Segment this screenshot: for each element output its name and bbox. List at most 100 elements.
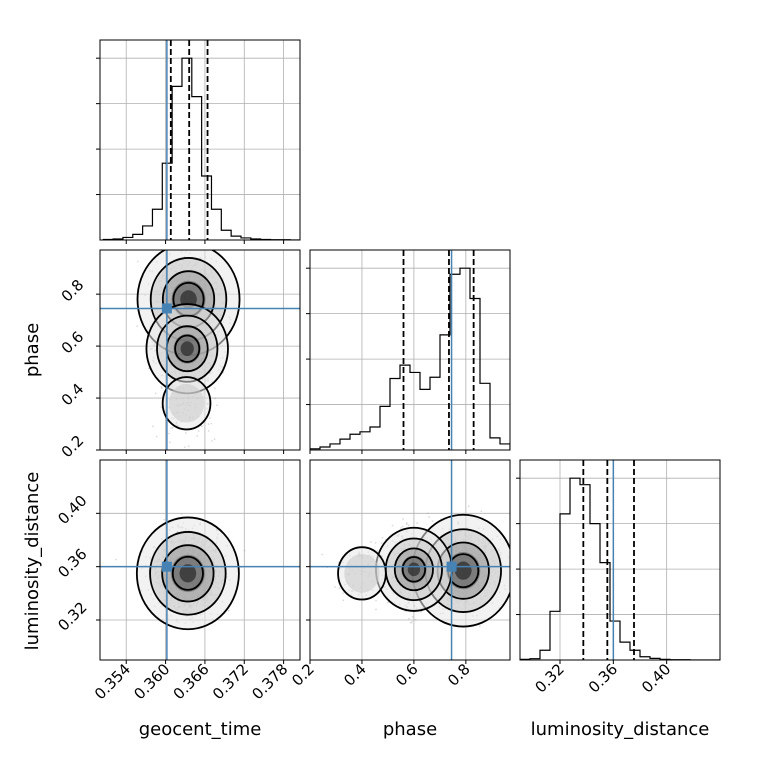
scatter-point	[183, 446, 186, 449]
scatter-point	[136, 325, 139, 328]
scatter-point	[401, 525, 404, 528]
density-blob-2-1	[344, 553, 380, 593]
scatter-point	[152, 425, 154, 428]
scatter-point	[338, 587, 341, 590]
scatter-point	[381, 536, 384, 539]
scatter-point	[411, 616, 414, 618]
scatter-point	[136, 260, 139, 263]
density-blob-0-4	[179, 564, 197, 583]
y-axis-label-phase: phase	[22, 323, 43, 377]
scatter-point	[210, 422, 213, 425]
density-blob-0-4	[454, 561, 472, 580]
scatter-point	[180, 512, 183, 515]
panel-inner-phase-luminosity_distance	[310, 460, 510, 660]
hist-panel-geocent_time	[96, 39, 301, 244]
scatter-point	[478, 625, 481, 628]
scatter-point	[170, 427, 173, 430]
y-axis-label-luminosity-distance: luminosity_distance	[22, 472, 43, 651]
scatter-point	[187, 445, 190, 448]
scatter-point	[197, 430, 200, 432]
hist-panel-luminosity_distance	[516, 459, 721, 664]
hist-frame-geocent_time	[99, 39, 301, 241]
hist-frame-phase	[309, 249, 511, 451]
scatter-point	[342, 592, 344, 595]
scatter-point	[210, 440, 213, 442]
density-blob-2-1	[168, 383, 205, 423]
scatter-point	[428, 516, 431, 518]
scatter-point	[207, 423, 210, 425]
x-axis-label-luminosity-distance: luminosity_distance	[531, 719, 710, 740]
contour-line-2-0	[161, 376, 212, 431]
density-blob-1-4	[180, 341, 194, 356]
scatter-point	[214, 387, 216, 390]
scatter-point	[405, 523, 408, 526]
scatter-point	[375, 608, 377, 611]
scatter-point	[370, 541, 372, 543]
scatter-point	[168, 441, 171, 444]
contour-line-0-0	[135, 516, 240, 631]
truth-marker-phase-luminosity_distance	[446, 561, 457, 572]
scatter-point	[163, 518, 166, 521]
contour-line-1-2	[393, 547, 434, 592]
scatter-point	[480, 510, 483, 513]
density-blob-1-4	[407, 562, 421, 577]
scatter-point	[400, 527, 402, 529]
scatter-point	[375, 599, 377, 602]
truth-marker-geocent_time-luminosity_distance	[161, 561, 172, 572]
scatter-point	[376, 549, 379, 552]
scatter-point	[168, 432, 170, 435]
scatter-point	[334, 586, 336, 588]
x-axis-label-geocent-time: geocent_time	[139, 719, 262, 740]
scatter-point	[407, 617, 410, 620]
scatter-point	[160, 386, 163, 388]
contour-line-0-1	[149, 531, 227, 616]
panel-2d-phase-luminosity_distance	[306, 459, 511, 664]
scatter-point	[160, 406, 163, 409]
panel-inner-geocent_time-phase	[100, 230, 300, 458]
scatter-point	[416, 522, 419, 524]
scatter-point	[374, 542, 377, 544]
scatter-point	[426, 512, 429, 515]
scatter-point	[227, 609, 230, 612]
scatter-point	[207, 430, 210, 432]
scatter-point	[391, 524, 394, 527]
contour-line-0-2	[161, 544, 215, 603]
scatter-point	[407, 524, 410, 527]
hist-steps-geocent_time	[102, 57, 300, 240]
contour-line-2-0	[337, 546, 387, 601]
hist-steps-phase	[310, 267, 510, 450]
scatter-point	[214, 397, 217, 400]
panel-frame-phase-luminosity_distance	[309, 459, 511, 661]
scatter-point	[410, 621, 412, 624]
scatter-point	[402, 518, 405, 520]
scatter-point	[171, 426, 174, 429]
scatter-point	[321, 553, 324, 556]
scatter-point	[380, 542, 383, 545]
scatter-point	[467, 505, 470, 508]
scatter-point	[216, 404, 218, 407]
panel-frame-geocent_time-phase	[99, 249, 301, 451]
scatter-point	[115, 558, 117, 561]
panel-inner-geocent_time-luminosity_distance	[100, 460, 300, 660]
scatter-point	[209, 417, 211, 419]
scatter-point	[154, 392, 157, 395]
scatter-point	[184, 431, 187, 434]
panel-2d-geocent_time-luminosity_distance	[96, 459, 301, 664]
scatter-point	[200, 425, 203, 428]
scatter-point	[196, 434, 199, 437]
truth-marker-geocent_time-phase	[161, 303, 172, 314]
hist-panel-phase	[306, 249, 511, 454]
scatter-point	[206, 456, 208, 458]
panel-frame-geocent_time-luminosity_distance	[99, 459, 301, 661]
scatter-point	[185, 230, 187, 232]
scatter-point	[411, 620, 413, 623]
scatter-point	[420, 610, 423, 613]
scatter-point	[243, 549, 246, 552]
hist-frame-luminosity_distance	[519, 459, 721, 661]
scatter-point	[386, 601, 389, 604]
panel-2d-geocent_time-phase	[96, 230, 301, 458]
scatter-point	[342, 599, 345, 602]
contour-line-1-3	[174, 334, 201, 363]
scatter-point	[160, 387, 163, 389]
